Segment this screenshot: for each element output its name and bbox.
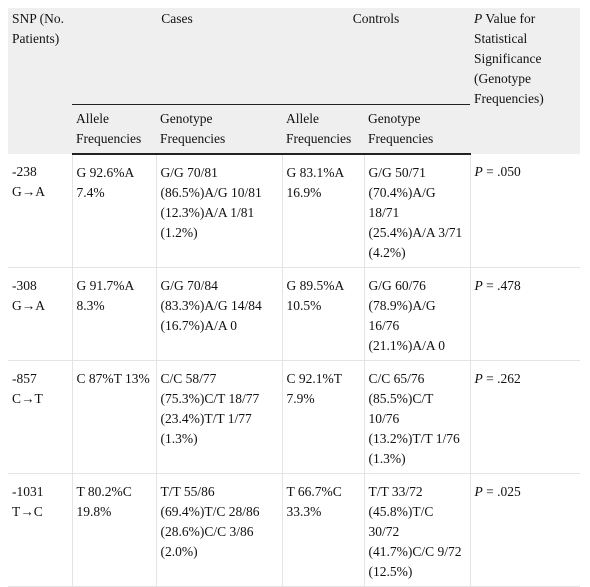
header-cases: Cases [72, 8, 282, 105]
subheader: Allele Frequencies [282, 104, 364, 155]
controls-genotype: G/G 60/76 (78.9%)A/G 16/76 (21.1%)A/A 0 [364, 267, 471, 361]
snp: -308 G→A [8, 267, 73, 361]
snp-table: SNP (No. Patients) Cases Controls P Valu… [8, 8, 581, 587]
p-symbol: P [474, 371, 483, 386]
p-value-text: = .478 [486, 278, 521, 293]
table-body: -238 G→A G 92.6%A 7.4% G/G 70/81 (86.5%)A/… [8, 154, 581, 587]
subheader: Allele Frequencies [72, 104, 156, 155]
cases-allele: G 92.6%A 7.4% [72, 154, 157, 268]
snp: -857 C→T [8, 360, 73, 474]
controls-genotype: C/C 65/76 (85.5%)C/T 10/76 (13.2%)T/T 1/… [364, 360, 471, 474]
cases-allele: C 87%T 13% [72, 360, 157, 474]
subheader: Genotype Frequencies [364, 104, 471, 155]
table-row: -308 G→A G 91.7%A 8.3% G/G 70/84 (83.3%)A/… [8, 267, 581, 361]
controls-genotype: T/T 33/72 (45.8%)T/C 30/72 (41.7%)C/C 9/… [364, 473, 471, 587]
p-symbol: P [474, 164, 483, 179]
subheader: Genotype Frequencies [156, 104, 282, 155]
cases-allele: G 91.7%A 8.3% [72, 267, 157, 361]
cases-genotype: C/C 58/77 (75.3%)C/T 18/77 (23.4%)T/T 1/… [156, 360, 283, 474]
table-row: -238 G→A G 92.6%A 7.4% G/G 70/81 (86.5%)A/… [8, 154, 581, 268]
p-value: P = .262 [470, 360, 581, 474]
p-value: P = .478 [470, 267, 581, 361]
p-value: P = .050 [470, 154, 581, 268]
controls-allele: C 92.1%T 7.9% [282, 360, 365, 474]
table-row: -857 C→T C 87%T 13% C/C 58/77 (75.3%)C/T 1… [8, 360, 581, 474]
controls-genotype: G/G 50/71 (70.4%)A/G 18/71 (25.4%)A/A 3/… [364, 154, 471, 268]
controls-allele: T 66.7%C 33.3% [282, 473, 365, 587]
snp: -238 G→A [8, 154, 73, 268]
p-value-text: = .025 [486, 484, 521, 499]
cases-genotype: G/G 70/84 (83.3%)A/G 14/84 (16.7%)A/A 0 [156, 267, 283, 361]
header-p-value: P Value for Statistical Significance (Ge… [470, 8, 581, 154]
header-controls: Controls [282, 8, 471, 105]
p-symbol: P [474, 484, 483, 499]
controls-allele: G 83.1%A 16.9% [282, 154, 365, 268]
p-symbol: P [474, 11, 483, 26]
snp: -1031 T→C [8, 473, 73, 587]
p-value-text: = .050 [486, 164, 521, 179]
cases-genotype: T/T 55/86 (69.4%)T/C 28/86 (28.6%)C/C 3/… [156, 473, 283, 587]
p-value: P = .025 [470, 473, 581, 587]
p-symbol: P [474, 278, 483, 293]
cases-allele: T 80.2%C 19.8% [72, 473, 157, 587]
table-row: -1031 T→C T 80.2%C 19.8% T/T 55/86 (69.4%)… [8, 473, 581, 587]
p-header-text: Value for Statistical Significance (Geno… [474, 11, 544, 106]
controls-allele: G 89.5%A 10.5% [282, 267, 365, 361]
cases-genotype: G/G 70/81 (86.5%)A/G 10/81 (12.3%)A/A 1/… [156, 154, 283, 268]
p-value-text: = .262 [486, 371, 521, 386]
header-snp: SNP (No. Patients) [8, 8, 72, 154]
